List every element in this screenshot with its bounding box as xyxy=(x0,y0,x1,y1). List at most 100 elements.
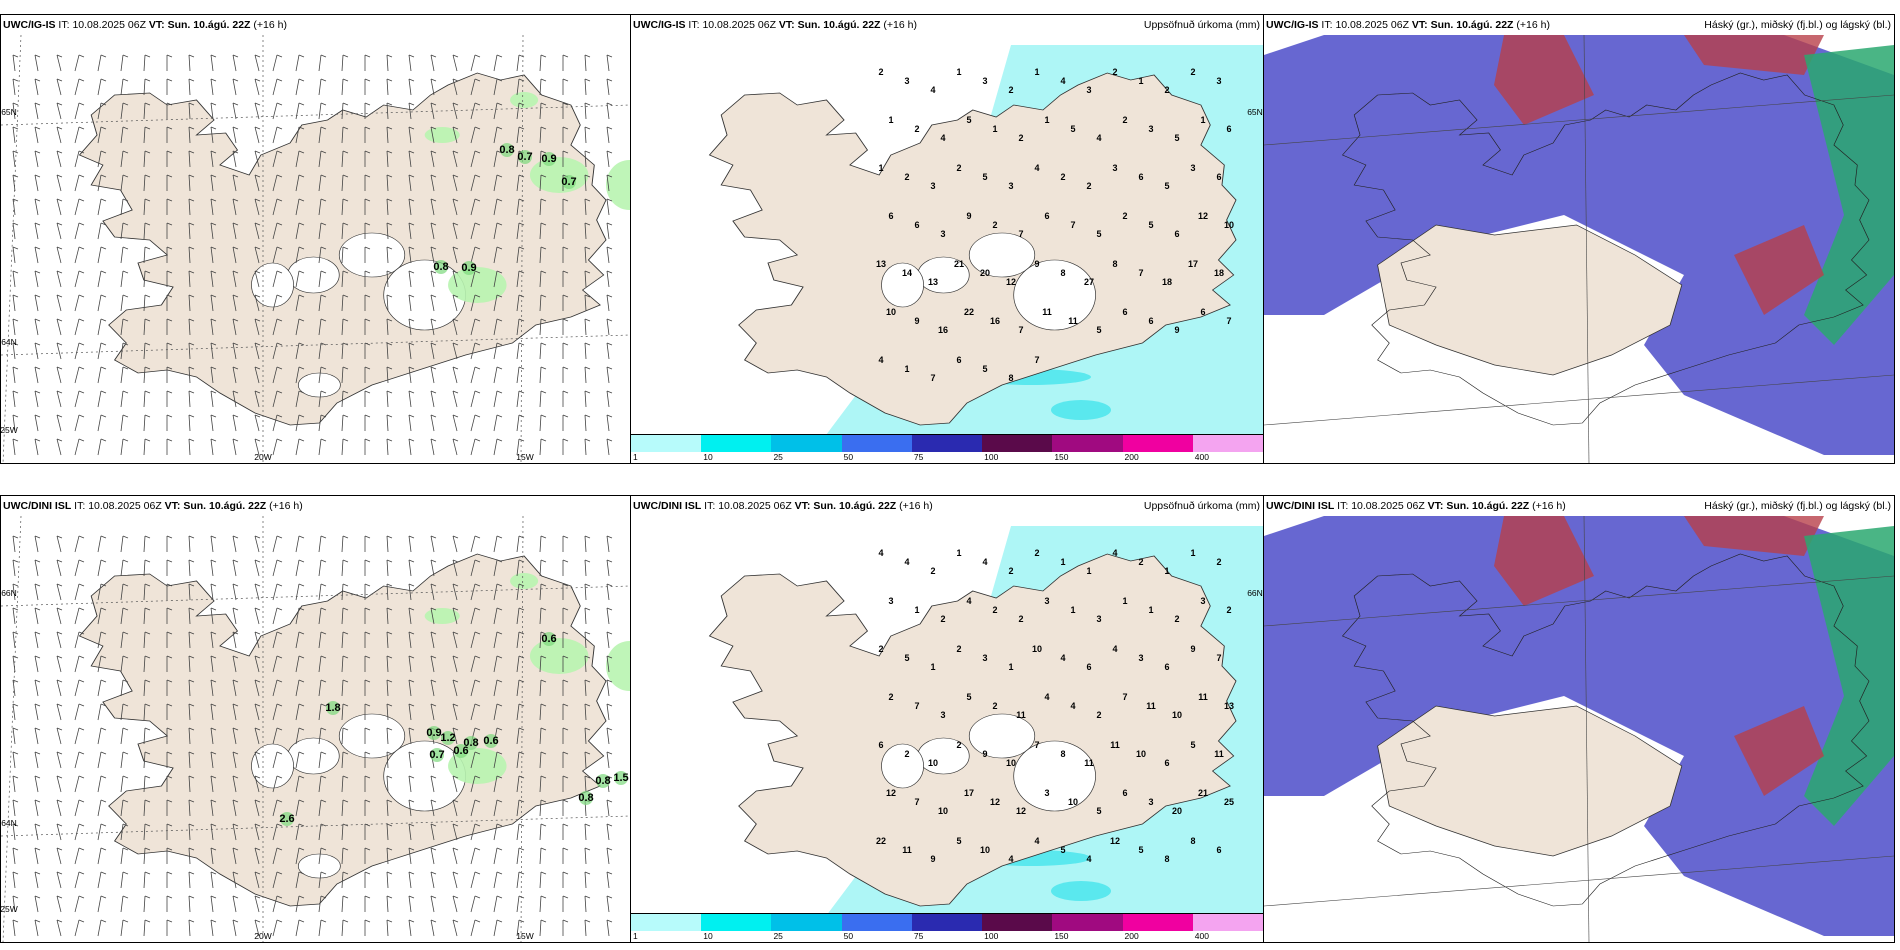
wind-barb xyxy=(188,607,195,611)
wind-barb xyxy=(518,607,525,611)
wind-barb xyxy=(78,390,85,394)
wind-barb xyxy=(74,631,80,649)
precip-value: 3 xyxy=(940,710,945,720)
wind-barb xyxy=(540,775,547,779)
wind-barb xyxy=(386,559,389,577)
wind-barb xyxy=(12,847,16,865)
wind-barb xyxy=(122,342,129,346)
colorbar-tick-label: 10 xyxy=(703,931,713,941)
wind-barb xyxy=(74,775,80,793)
wind-barb xyxy=(341,78,344,96)
wind-barb xyxy=(100,78,107,82)
wind-barb xyxy=(210,919,217,923)
wind-barb xyxy=(34,414,39,432)
wind-barb xyxy=(272,126,278,144)
wind-barb xyxy=(232,775,237,793)
wind-barb xyxy=(12,390,16,408)
wind-barb xyxy=(166,366,173,370)
precip-value: 5 xyxy=(1096,806,1101,816)
wind-barb xyxy=(386,559,393,563)
precip-value: 12 xyxy=(886,788,896,798)
wind-barb xyxy=(56,871,63,875)
precip-value: 11 xyxy=(1198,692,1208,702)
wind-barb xyxy=(12,270,19,274)
wind-barb xyxy=(584,847,591,851)
wind-barb xyxy=(34,222,39,240)
wind-barb xyxy=(493,366,498,384)
wind-barb xyxy=(430,150,437,154)
wind-barb xyxy=(122,318,129,322)
wind-barb xyxy=(562,895,569,899)
mid-cloud-area xyxy=(1734,706,1824,796)
wind-barb xyxy=(34,246,39,264)
wind-barb xyxy=(606,198,613,202)
init-time: 10.08.2025 06Z xyxy=(1351,500,1425,512)
wind-barb xyxy=(540,847,547,851)
wind-barb xyxy=(606,414,610,432)
wind-barb xyxy=(144,150,151,154)
wind-barb xyxy=(606,871,610,889)
wind-barb xyxy=(562,54,569,58)
wind-barb xyxy=(100,414,107,418)
precip-value: 4 xyxy=(1060,653,1065,663)
precip-value: 3 xyxy=(1086,85,1091,95)
wind-barb xyxy=(430,679,437,683)
wind-barb xyxy=(540,222,547,226)
wind-barb xyxy=(210,799,217,803)
longitude-label: 25W xyxy=(1,425,18,435)
wind-barb xyxy=(430,174,437,178)
wind-barb xyxy=(276,799,283,803)
precip-value: 11 xyxy=(1084,758,1094,768)
wind-barb xyxy=(386,847,389,865)
wind-barb xyxy=(364,150,371,154)
wind-barb xyxy=(584,727,587,745)
wind-barb xyxy=(539,847,542,865)
wind-barb xyxy=(516,895,520,913)
wind-barb xyxy=(364,751,371,755)
wind-barb xyxy=(78,222,85,226)
wind-barb xyxy=(232,54,239,58)
wind-barb xyxy=(606,919,610,937)
glacier-area xyxy=(338,232,406,278)
wind-barb xyxy=(188,535,195,539)
wind-barb xyxy=(232,703,239,707)
wind-barb xyxy=(562,775,569,779)
wind-barb xyxy=(210,78,217,82)
it-label: IT: xyxy=(704,500,716,512)
wind-barb xyxy=(452,823,458,841)
wind-barb xyxy=(452,366,459,370)
precip-value: 6 xyxy=(1122,307,1127,317)
precip-value: 12 xyxy=(1198,211,1208,221)
wind-barb xyxy=(562,607,569,611)
wind-barb xyxy=(272,775,278,793)
wind-barb xyxy=(188,342,191,360)
wind-barb xyxy=(254,270,261,274)
wind-barb xyxy=(320,390,327,394)
wind-barb xyxy=(342,390,349,394)
wind-barb xyxy=(452,919,458,937)
model-name: UWC/DINI ISL xyxy=(633,500,702,512)
wind-barb xyxy=(516,414,520,432)
wind-barb xyxy=(144,583,151,587)
wind-barb xyxy=(298,126,305,130)
wind-barb xyxy=(386,318,393,322)
wind-barb xyxy=(12,871,19,875)
wind-barb xyxy=(12,126,16,144)
wind-barb xyxy=(276,390,283,394)
precip-value: 6 xyxy=(1086,662,1091,672)
precip-marker xyxy=(484,734,498,748)
wind-barb xyxy=(493,78,498,96)
wind-barb xyxy=(276,150,283,154)
wind-barb xyxy=(78,126,85,130)
wind-barb xyxy=(452,198,458,216)
precip-value: 6 xyxy=(1216,172,1221,182)
precip-value: 3 xyxy=(1216,76,1221,86)
colorbar-swatch xyxy=(841,914,913,931)
wind-barb xyxy=(97,342,102,360)
wind-barb xyxy=(342,847,349,851)
wind-barb xyxy=(100,871,107,875)
colorbar-swatch xyxy=(1122,914,1194,931)
wind-barb xyxy=(298,318,305,322)
wind-barb xyxy=(584,751,587,769)
wind-barb xyxy=(562,222,569,226)
